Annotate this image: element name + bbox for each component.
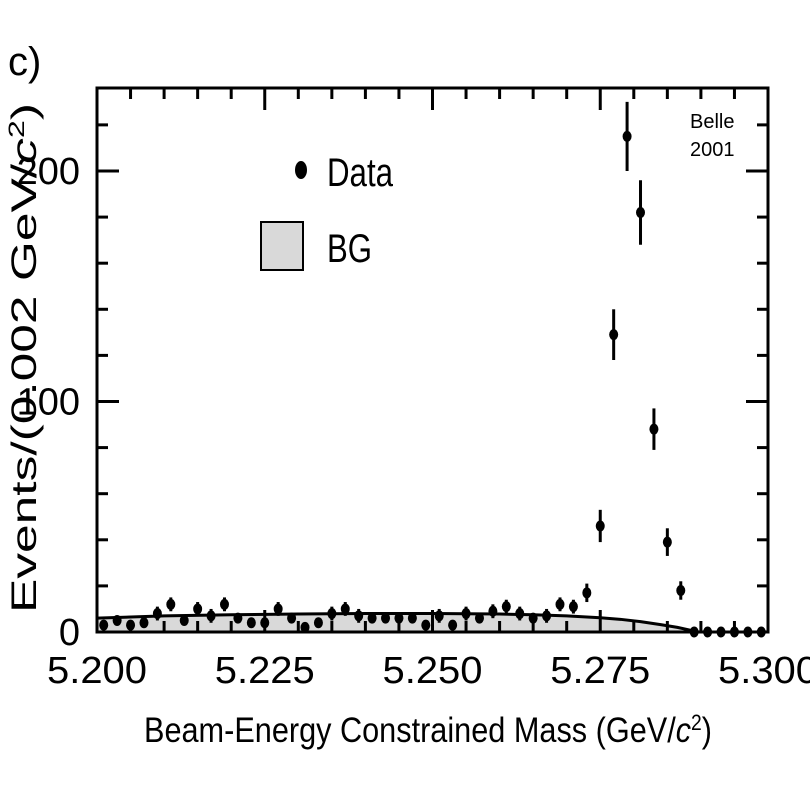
data-point xyxy=(287,612,297,624)
legend-data-label: Data xyxy=(327,151,394,195)
data-point xyxy=(676,585,686,597)
data-point xyxy=(273,603,283,615)
data-point xyxy=(407,612,417,624)
legend-bg-label: BG xyxy=(327,227,372,271)
data-point xyxy=(649,423,659,435)
data-point xyxy=(595,520,605,532)
x-tick-label: 5.225 xyxy=(215,650,315,692)
data-point xyxy=(542,610,552,622)
data-point xyxy=(729,626,739,638)
x-tick-label: 5.200 xyxy=(47,650,147,692)
x-tick-label: 5.300 xyxy=(718,650,810,692)
data-point xyxy=(139,617,149,629)
data-point xyxy=(568,601,578,613)
data-point xyxy=(689,626,699,638)
data-point xyxy=(421,619,431,631)
data-point xyxy=(367,612,377,624)
legend-data-marker xyxy=(295,161,307,179)
data-point xyxy=(313,617,323,629)
axis-ticks xyxy=(97,88,768,632)
data-point xyxy=(501,601,511,613)
data-point xyxy=(528,612,538,624)
x-axis-title: Beam-Energy Constrained Mass (GeV/c2) xyxy=(144,710,712,751)
data-point xyxy=(434,610,444,622)
data-point xyxy=(662,536,672,548)
data-point xyxy=(488,605,498,617)
data-point xyxy=(179,614,189,626)
data-point xyxy=(246,617,256,629)
data-point xyxy=(582,587,592,599)
data-point xyxy=(609,329,619,341)
x-tick-label: 5.250 xyxy=(383,650,483,692)
data-point xyxy=(206,610,216,622)
data-point xyxy=(99,619,109,631)
data-point xyxy=(152,608,162,620)
data-point xyxy=(515,608,525,620)
data-point xyxy=(126,619,136,631)
belle-annotation: Belle 2001 xyxy=(690,108,735,164)
data-point xyxy=(448,619,458,631)
data-point xyxy=(340,603,350,615)
data-point xyxy=(112,614,122,626)
data-point xyxy=(756,626,766,638)
annotation-line-2: 2001 xyxy=(690,139,735,161)
data-point xyxy=(260,617,270,629)
legend: Data BG xyxy=(260,151,394,271)
y-tick-label: 0 xyxy=(59,612,80,654)
x-tick-label: 5.275 xyxy=(550,650,650,692)
legend-bg-marker xyxy=(260,221,304,271)
data-point xyxy=(703,626,713,638)
y-tick-label: 100 xyxy=(17,381,80,423)
data-point xyxy=(743,626,753,638)
panel-label: c) xyxy=(8,40,42,84)
data-points xyxy=(99,101,766,638)
data-point xyxy=(193,603,203,615)
data-point xyxy=(555,598,565,610)
data-point xyxy=(354,610,364,622)
y-axis-title: Events/(0.002 GeV/c2) xyxy=(4,103,45,613)
y-tick-label: 200 xyxy=(17,151,80,193)
data-point xyxy=(622,130,632,142)
data-point xyxy=(327,608,337,620)
data-point xyxy=(474,612,484,624)
axis-labels: 5.200 5.225 5.250 5.275 5.300 0 100 200 Beam-Ene… xyxy=(4,103,810,750)
data-point xyxy=(233,612,243,624)
data-point xyxy=(636,206,646,218)
data-point xyxy=(300,621,310,633)
data-point xyxy=(716,626,726,638)
data-point xyxy=(381,612,391,624)
data-point xyxy=(461,608,471,620)
data-point xyxy=(219,598,229,610)
annotation-line-1: Belle xyxy=(690,111,735,133)
data-point xyxy=(394,612,404,624)
data-point xyxy=(166,598,176,610)
